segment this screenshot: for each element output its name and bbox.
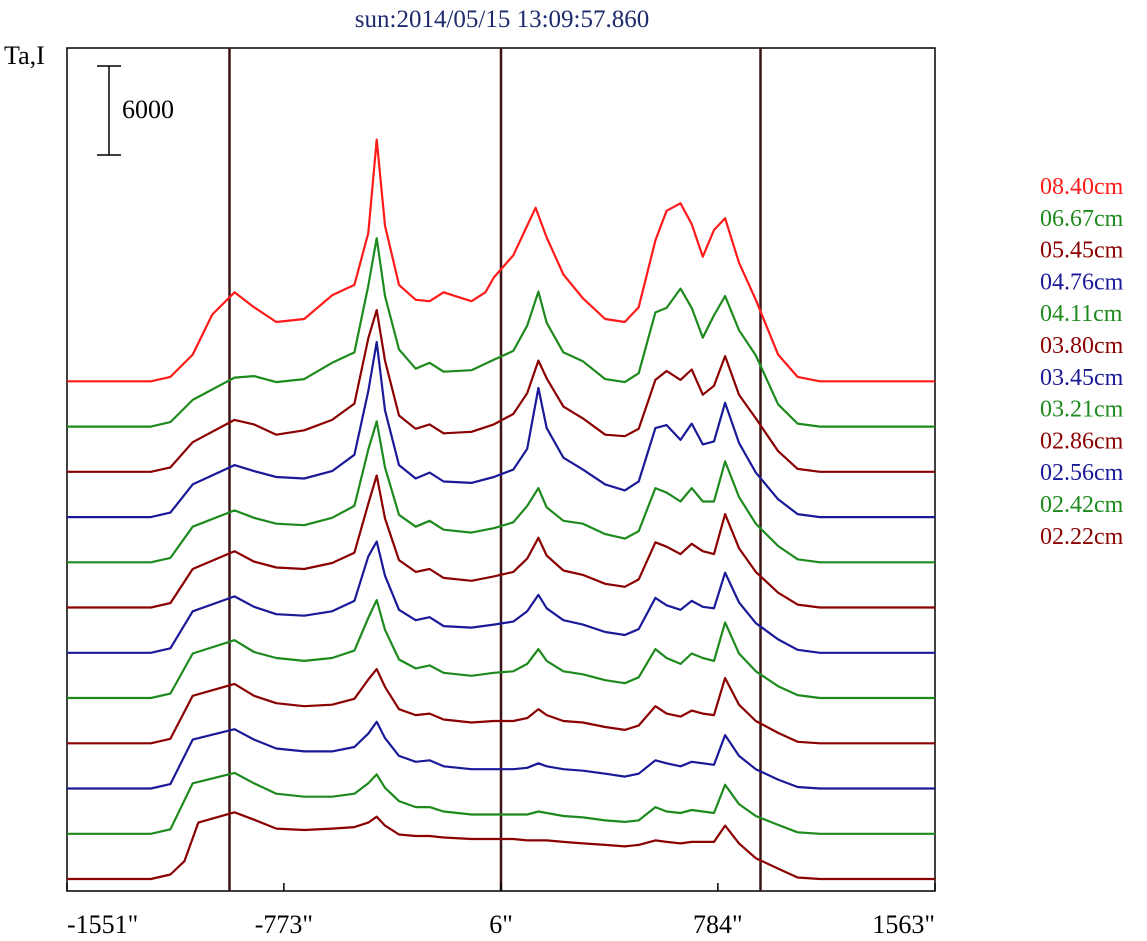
- legend-entry-03.80cm: 03.80cm: [1040, 333, 1124, 359]
- series-line-03.80cm: [67, 474, 935, 609]
- legend-entry-08.40cm: 08.40cm: [1040, 174, 1124, 200]
- legend-entry-03.45cm: 03.45cm: [1040, 365, 1124, 391]
- series-line-02.86cm: [67, 668, 935, 745]
- legend-entry-02.56cm: 02.56cm: [1040, 460, 1124, 486]
- legend-entry-03.21cm: 03.21cm: [1040, 397, 1124, 423]
- series-line-05.45cm: [67, 309, 935, 473]
- legend-entry-02.22cm: 02.22cm: [1040, 524, 1124, 550]
- series-line-04.76cm: [67, 340, 935, 519]
- series-line-04.11cm: [67, 420, 935, 564]
- series-line-02.22cm: [67, 811, 935, 881]
- x-tick-label-3: 784": [693, 910, 743, 939]
- chart-title: sun:2014/05/15 13:09:57.860: [355, 6, 649, 33]
- scale-bar: 6000: [97, 65, 174, 156]
- series-line-03.45cm: [67, 540, 935, 654]
- series-line-08.40cm: [67, 138, 935, 383]
- legend-entry-06.67cm: 06.67cm: [1040, 206, 1124, 232]
- legend: 08.40cm 06.67cm 05.45cm 04.76cm 04.11cm 03.80…: [1040, 174, 1124, 550]
- x-tick-label-1: -773": [255, 910, 313, 939]
- series-curves: [67, 138, 935, 881]
- x-tick-label-2: 6": [489, 910, 513, 939]
- series-line-03.21cm: [67, 599, 935, 700]
- series-line-02.56cm: [67, 720, 935, 790]
- x-ticks: -1551" -773" 6" 784" 1563": [66, 883, 936, 939]
- scale-bar-label: 6000: [122, 95, 174, 124]
- legend-entry-04.76cm: 04.76cm: [1040, 269, 1124, 295]
- legend-entry-02.86cm: 02.86cm: [1040, 428, 1124, 454]
- legend-entry-04.11cm: 04.11cm: [1040, 301, 1123, 327]
- legend-entry-05.45cm: 05.45cm: [1040, 238, 1124, 264]
- x-tick-label-0: -1551": [67, 910, 138, 939]
- vertical-markers: [228, 48, 762, 891]
- x-tick-label-4: 1563": [872, 910, 935, 939]
- series-line-06.67cm: [67, 237, 935, 428]
- series-line-02.42cm: [67, 771, 935, 835]
- y-axis-label: Ta,I: [4, 41, 45, 70]
- legend-entry-02.42cm: 02.42cm: [1040, 492, 1124, 518]
